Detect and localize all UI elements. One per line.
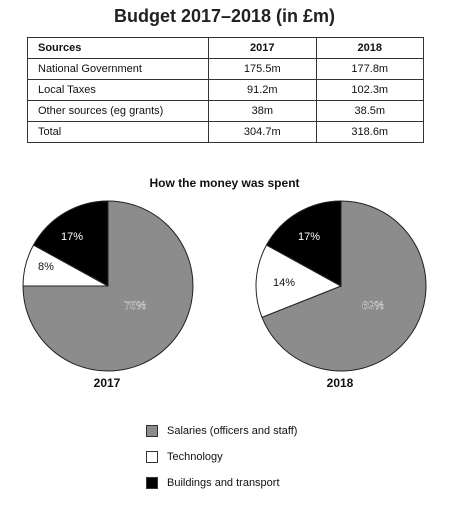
legend-label: Salaries (officers and staff) bbox=[167, 425, 298, 437]
table-cell: 304.7m bbox=[208, 121, 317, 143]
table-cell: 177.8m bbox=[315, 58, 425, 80]
table-row: Total 304.7m 318.6m bbox=[26, 121, 425, 143]
table-cell: 175.5m bbox=[208, 58, 317, 80]
legend-item-buildings: Buildings and transport bbox=[146, 470, 297, 496]
pie-value-label-buildings: 17% bbox=[61, 231, 83, 243]
pie-value-label-buildings: 17% bbox=[298, 231, 320, 243]
legend-swatch bbox=[146, 451, 158, 463]
pie-slice-salaries bbox=[22, 200, 194, 372]
table-row: Local Taxes 91.2m 102.3m bbox=[26, 79, 425, 101]
table-cell: Total bbox=[26, 121, 210, 143]
table-row: National Government 175.5m 177.8m bbox=[26, 58, 425, 80]
pie-value-label-technology: 14% bbox=[273, 277, 295, 289]
pie-slice-buildings bbox=[32, 200, 109, 287]
pie-value-label-salaries: 75% bbox=[124, 300, 146, 312]
pie-value-label-technology: 8% bbox=[38, 261, 54, 273]
table-cell: Local Taxes bbox=[26, 79, 210, 101]
pie-slice-buildings bbox=[265, 200, 342, 287]
pie-slice-salaries bbox=[261, 200, 427, 372]
table-cell: 91.2m bbox=[208, 79, 317, 101]
table-cell: 38m bbox=[208, 100, 317, 122]
legend-swatch bbox=[146, 425, 158, 437]
legend-label: Buildings and transport bbox=[167, 477, 280, 489]
pie-title-2017: 2017 bbox=[93, 376, 121, 390]
legend-item-salaries: Salaries (officers and staff) bbox=[146, 418, 297, 444]
table-cell: 318.6m bbox=[315, 121, 425, 143]
legend-item-technology: Technology bbox=[146, 444, 297, 470]
table-cell: National Government bbox=[26, 58, 210, 80]
pie-charts: 75% 8% 17% 69% 14% 17% bbox=[22, 200, 427, 372]
page-title: Budget 2017–2018 (in £m) bbox=[113, 6, 336, 26]
table-cell: 38.5m bbox=[315, 100, 425, 122]
pie-value-label-salaries: 69% bbox=[362, 300, 384, 312]
table-cell: 102.3m bbox=[315, 79, 425, 101]
table-row: Other sources (eg grants) 38m 38.5m bbox=[26, 100, 425, 122]
pie-title-2018: 2018 bbox=[326, 376, 354, 390]
pie-slice-technology bbox=[255, 244, 343, 318]
table-header-cell: 2018 bbox=[315, 37, 425, 59]
table-header-cell: 2017 bbox=[208, 37, 317, 59]
table-cell: Other sources (eg grants) bbox=[26, 100, 210, 122]
table-header-cell: Sources bbox=[26, 37, 210, 59]
chart-section-title: How the money was spent bbox=[149, 176, 300, 190]
legend: Salaries (officers and staff) Technology… bbox=[146, 418, 297, 496]
legend-label: Technology bbox=[167, 451, 223, 463]
budget-table: Sources 2017 2018 National Government 17… bbox=[26, 37, 425, 143]
table-header-row: Sources 2017 2018 bbox=[26, 37, 425, 59]
legend-swatch bbox=[146, 477, 158, 489]
